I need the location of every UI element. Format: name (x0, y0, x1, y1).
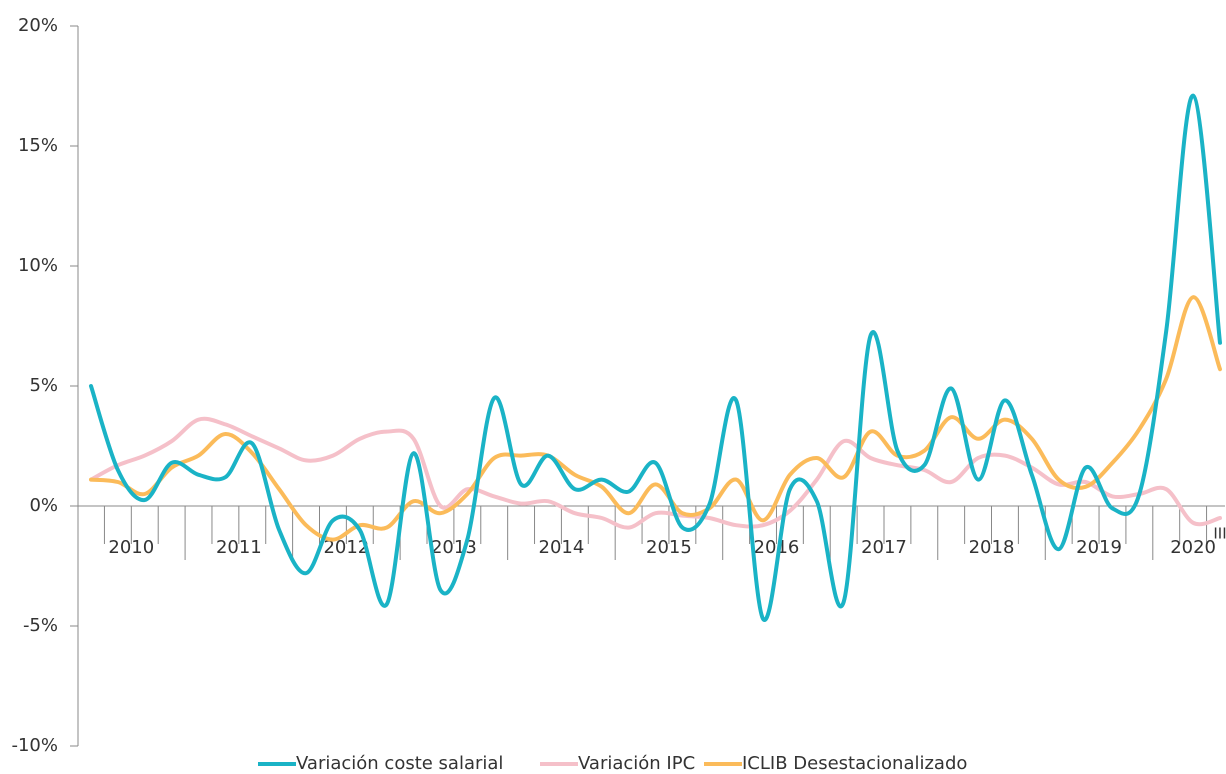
x-group-label: 2015 (646, 537, 692, 558)
x-group-label: 2011 (216, 537, 262, 558)
x-group-label: 2018 (969, 537, 1015, 558)
series-line (89, 93, 1222, 622)
x-group-label: 2019 (1076, 537, 1122, 558)
y-tick-label: -5% (23, 615, 58, 636)
y-tick-label: 10% (18, 255, 58, 276)
y-tick-label: 5% (29, 375, 58, 396)
x-group-label: 2016 (754, 537, 800, 558)
legend-label: Variación IPC (578, 753, 695, 774)
x-group-label: 2020 (1170, 537, 1216, 558)
y-tick-label: 15% (18, 135, 58, 156)
legend-label: ICLIB Desestacionalizado (742, 753, 967, 774)
y-tick-label: 20% (18, 15, 58, 36)
y-tick-label: 0% (29, 495, 58, 516)
series-line (89, 416, 1222, 530)
series-line (89, 295, 1222, 542)
x-group-label: 2013 (431, 537, 477, 558)
legend-label: Variación coste salarial (296, 753, 503, 774)
x-group-label: 2014 (539, 537, 585, 558)
x-group-label: 2017 (861, 537, 907, 558)
x-group-label: 2010 (108, 537, 154, 558)
y-tick-label: -10% (11, 735, 58, 756)
x-tick-label: III (1213, 525, 1226, 543)
x-group-label: 2012 (323, 537, 369, 558)
